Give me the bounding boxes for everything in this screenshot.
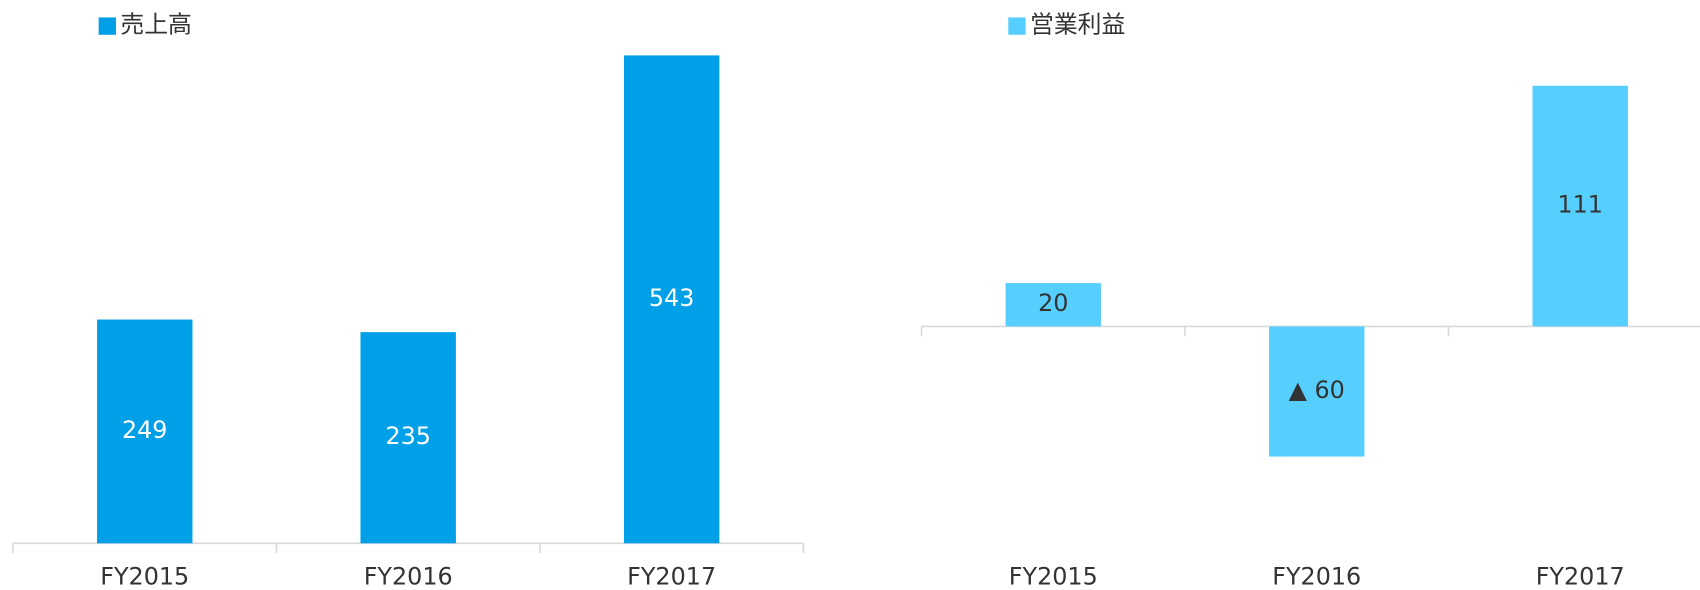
- bar: [1005, 283, 1101, 327]
- bar: [360, 332, 456, 544]
- bar: [1269, 326, 1365, 457]
- bar: [97, 319, 193, 544]
- x-tick-label: FY2017: [1536, 562, 1625, 590]
- legend-swatch: [98, 17, 117, 35]
- x-tick-label: FY2016: [364, 562, 453, 590]
- data-label: ▲ 60: [1289, 376, 1345, 404]
- data-label: 543: [649, 284, 695, 312]
- data-label: 235: [385, 422, 431, 450]
- bar: [623, 55, 720, 544]
- legend-label: 営業利益: [1030, 11, 1125, 39]
- x-tick-label: FY2016: [1272, 562, 1361, 590]
- x-tick-label: FY2015: [100, 562, 189, 590]
- legend-label: 売上高: [120, 11, 192, 39]
- x-tick-label: FY2017: [627, 562, 716, 590]
- bar: [1532, 85, 1628, 327]
- data-label: 249: [122, 416, 168, 444]
- data-label: 20: [1038, 289, 1068, 317]
- x-tick-label: FY2015: [1009, 562, 1098, 590]
- data-label: 111: [1557, 191, 1603, 219]
- legend-swatch: [1008, 17, 1026, 35]
